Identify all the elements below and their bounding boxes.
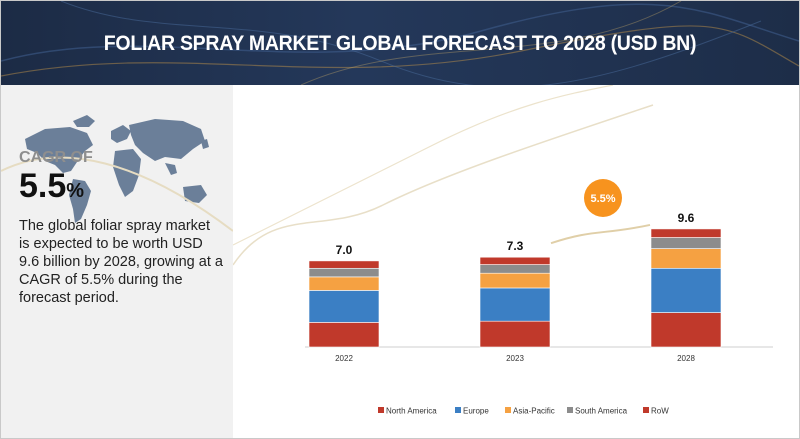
cagr-unit: % <box>66 180 85 202</box>
header-light-trails <box>1 1 799 85</box>
header-banner: FOLIAR SPRAY MARKET GLOBAL FORECAST TO 2… <box>1 1 799 85</box>
x-tick-label-2028: 2028 <box>677 354 695 363</box>
total-label-2022: 7.0 <box>336 243 353 257</box>
bar-segment-north-america-2022 <box>308 322 380 348</box>
market-description: The global foliar spray market is expect… <box>19 218 223 306</box>
bar-segment-south-america-2022 <box>308 267 380 278</box>
legend-swatch-row <box>643 407 649 413</box>
legend-swatch-south-america <box>567 407 573 413</box>
bar-segment-row-2022 <box>308 260 380 269</box>
cagr-value: 5.5% <box>19 167 84 206</box>
stacked-bar-chart: 7.0 2022 7.3 2023 9.6 2028 5.5% North America… <box>233 85 773 416</box>
legend-label-europe: Europe <box>463 407 489 416</box>
x-tick-label-2022: 2022 <box>335 354 353 363</box>
legend-label-row: RoW <box>651 407 669 416</box>
decorative-swoosh <box>1 156 233 232</box>
bar-segment-north-america-2023 <box>479 320 551 348</box>
bar-segment-asia-pacific-2028 <box>650 248 722 269</box>
cagr-number: 5.5 <box>19 167 67 205</box>
bar-segment-row-2023 <box>479 256 551 265</box>
legend-label-north-america: North America <box>386 407 437 416</box>
chart-title: FOLIAR SPRAY MARKET GLOBAL FORECAST TO 2… <box>103 32 697 55</box>
legend-label-south-america: South America <box>575 407 628 416</box>
bar-segment-row-2028 <box>650 228 722 238</box>
bar-segment-south-america-2028 <box>650 237 722 249</box>
legend-swatch-europe <box>455 407 461 413</box>
cagr-badge <box>584 179 622 217</box>
legend-swatch-north-america <box>378 407 384 413</box>
growth-trend-line <box>550 223 651 245</box>
total-label-2028: 9.6 <box>678 211 695 225</box>
bar-segment-europe-2023 <box>479 287 551 322</box>
bar-segment-europe-2028 <box>650 267 722 313</box>
x-tick-label-2023: 2023 <box>506 354 524 363</box>
cagr-label: CAGR OF <box>19 149 93 166</box>
world-map-icon <box>25 115 209 223</box>
chart-swooshes <box>233 85 654 266</box>
legend-swatch-asia-pacific <box>505 407 511 413</box>
cagr-badge-label: 5.5% <box>590 193 615 205</box>
legend-label-asia-pacific: Asia-Pacific <box>513 407 555 416</box>
total-label-2023: 7.3 <box>507 239 524 253</box>
bar-segment-asia-pacific-2023 <box>479 272 551 289</box>
bar-segment-north-america-2028 <box>650 312 722 348</box>
bar-segment-asia-pacific-2022 <box>308 276 380 291</box>
bar-segment-south-america-2023 <box>479 264 551 274</box>
bar-segment-europe-2022 <box>308 290 380 323</box>
